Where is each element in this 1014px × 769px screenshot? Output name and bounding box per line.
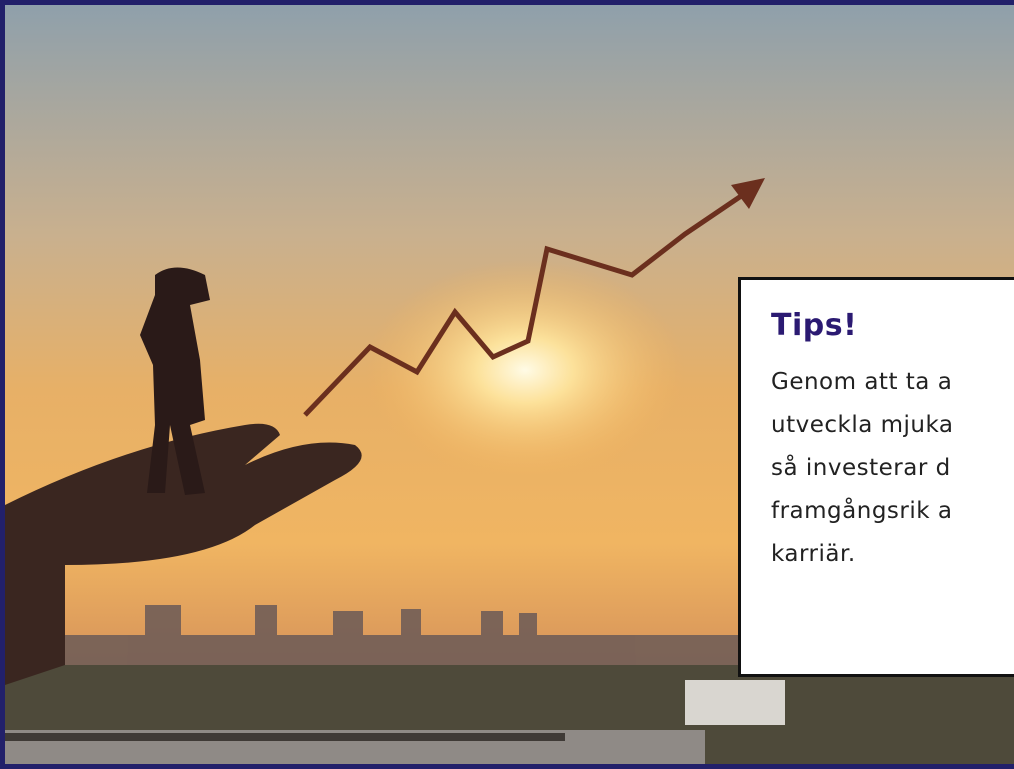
- tip-line: utveckla mjuka: [771, 412, 954, 438]
- hero-image-frame: Tips! Genom att ta a utveckla mjuka så i…: [0, 0, 1014, 769]
- tip-text: Genom att ta a utveckla mjuka så investe…: [771, 361, 1014, 576]
- tip-line: Genom att ta a: [771, 369, 952, 395]
- tip-line: så investerar d: [771, 455, 951, 481]
- tip-title: Tips!: [771, 308, 1014, 343]
- page: Tips! Genom att ta a utveckla mjuka så i…: [0, 0, 1014, 769]
- tip-line: framgångsrik a: [771, 498, 952, 524]
- tip-line: karriär.: [771, 541, 856, 567]
- tip-box: Tips! Genom att ta a utveckla mjuka så i…: [738, 277, 1014, 677]
